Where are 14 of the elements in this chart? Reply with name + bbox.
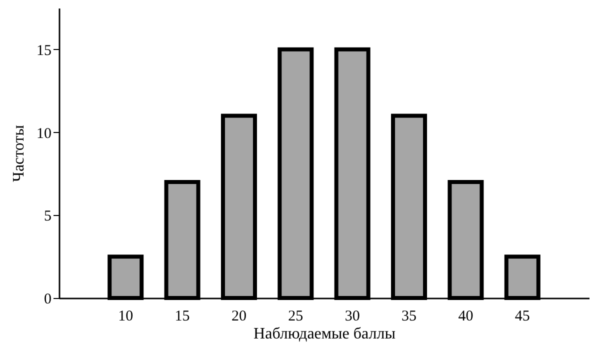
y-tick-label: 10	[36, 126, 52, 142]
x-tick-label: 10	[118, 308, 134, 324]
y-tick-label: 0	[44, 292, 52, 308]
x-tick-label: 35	[402, 308, 417, 324]
x-tick-label: 40	[458, 308, 474, 324]
x-tick-label: 25	[288, 308, 304, 324]
y-axis-title: Частоты	[10, 124, 28, 182]
y-tick-label: 5	[44, 208, 52, 225]
x-tick-label: 45	[514, 308, 530, 324]
x-tick-label: 20	[231, 308, 246, 324]
x-tick-label: 15	[174, 308, 190, 324]
x-axis-title: Наблюдаемые баллы	[254, 326, 396, 342]
y-tick-label: 15	[36, 42, 52, 59]
x-tick-label: 30	[344, 308, 360, 324]
